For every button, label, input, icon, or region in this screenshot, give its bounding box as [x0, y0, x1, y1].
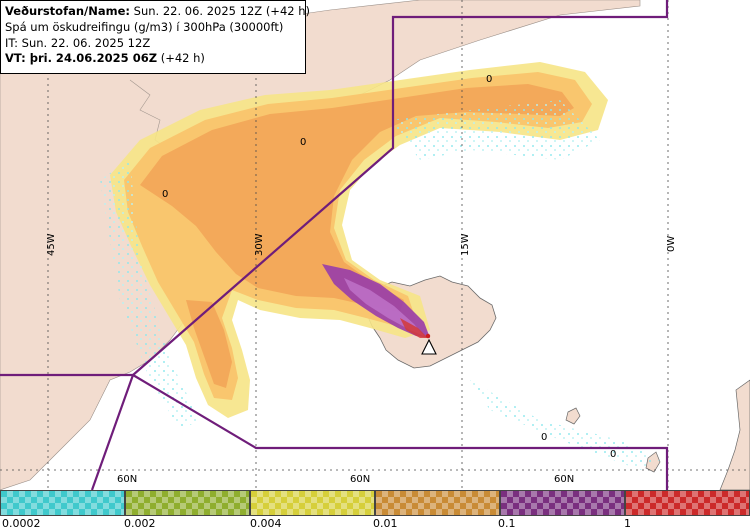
valid-time-offset: (+42 h) [160, 51, 205, 66]
ash-plume-core-tail [186, 300, 232, 388]
volcano-marker-icon[interactable] [421, 333, 437, 355]
faroe-islands [565, 407, 581, 425]
checker-red-icon [625, 490, 750, 516]
issuer-value: Sun. 22. 06. 2025 12Z (+42 h) [133, 4, 311, 18]
ash-plume-core [140, 84, 574, 312]
sector-boundaries [0, 0, 669, 490]
contour-label: 0 [300, 137, 306, 148]
legend-tick-label: 0.002 [124, 517, 156, 530]
map-canvas[interactable]: 45W 30W 15W 0W 60N 60N 60N 0 0 0 0 0 [0, 0, 750, 490]
forecast-info-box: Veðurstofan/Name: Sun. 22. 06. 2025 12Z … [0, 0, 310, 74]
legend-tick-label: 1 [624, 517, 631, 530]
contour-label: 0 [541, 432, 547, 443]
legend-color-bar [0, 490, 750, 516]
checker-purple-icon [500, 490, 625, 516]
contour-label: 0 [610, 449, 616, 460]
meridian-label-45w: 45W [46, 233, 57, 256]
contour-label: 0 [162, 189, 168, 200]
contour-label: 0 [486, 74, 492, 85]
ash-specks-west [100, 160, 200, 430]
meridian-label-30w: 30W [254, 233, 265, 256]
legend-tick-label: 0.0002 [2, 517, 41, 530]
legend-tick-label: 0.1 [498, 517, 516, 530]
valid-time-label: VT: þri. 24.06.2025 06Z [5, 51, 158, 66]
initial-time: IT: Sun. 22. 06. 2025 12Z [5, 35, 151, 50]
legend-tick-label: 0.004 [250, 517, 282, 530]
meridian-label-0w: 0W [666, 236, 677, 252]
checker-orange-icon [375, 490, 500, 516]
red-ash-core [400, 318, 428, 338]
parallel-label-60n-center: 60N [350, 474, 370, 485]
ash-specks-north [390, 100, 600, 160]
issuer-label: Veðurstofan/Name: [5, 4, 130, 18]
legend-tick-label: 0.01 [373, 517, 398, 530]
checker-cyan-icon [0, 490, 125, 516]
checker-green-icon [125, 490, 250, 516]
parallel-label-60n-west: 60N [117, 474, 137, 485]
meridian-grid [0, 0, 750, 490]
forecast-description: Spá um öskudreifingu (g/m3) í 300hPa (30… [5, 19, 284, 34]
concentration-legend: 0.0002 0.002 0.004 0.01 0.1 1 [0, 490, 750, 532]
checker-yellow-icon [250, 490, 375, 516]
valid-time-line: VT: þri. 24.06.2025 06Z (+42 h) [5, 51, 301, 67]
parallel-label-60n-east: 60N [554, 474, 574, 485]
meridian-label-15w: 15W [460, 233, 471, 256]
issuer-line: Veðurstofan/Name: Sun. 22. 06. 2025 12Z … [5, 4, 310, 20]
